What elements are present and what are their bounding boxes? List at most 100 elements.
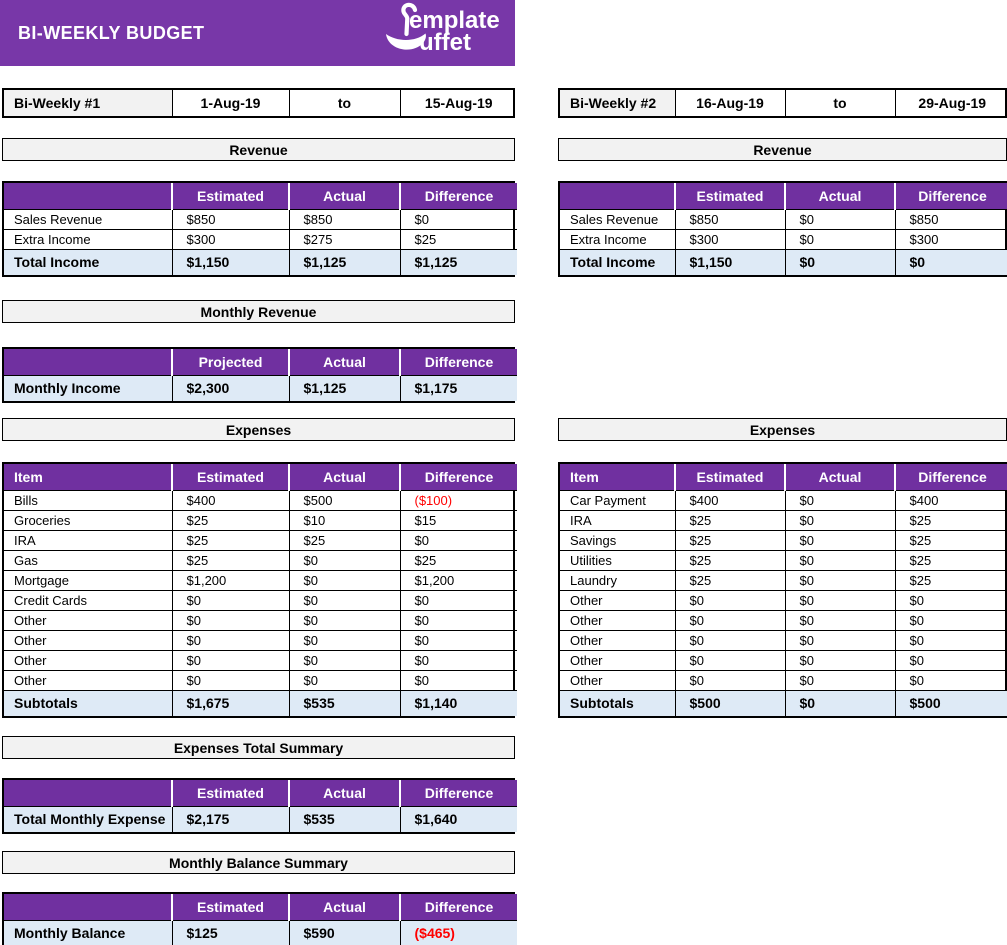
column-header[interactable]: Difference — [399, 183, 517, 209]
total-value-cell[interactable]: $1,150 — [674, 248, 785, 275]
value-cell[interactable]: $0 — [399, 629, 517, 650]
value-cell[interactable]: $0 — [894, 669, 1007, 690]
value-cell[interactable]: $0 — [784, 669, 895, 690]
column-header[interactable]: Item — [560, 464, 675, 490]
total-value-cell[interactable]: $500 — [674, 689, 785, 716]
row-label-cell[interactable]: Car Payment — [560, 489, 675, 510]
value-cell[interactable]: $850 — [894, 208, 1007, 229]
row-label-cell[interactable]: IRA — [560, 509, 675, 530]
value-cell[interactable]: $0 — [674, 609, 785, 630]
column-header[interactable]: Actual — [288, 780, 400, 806]
section-bar-expenses-1[interactable]: Expenses — [2, 418, 515, 441]
column-header[interactable]: Difference — [894, 464, 1007, 490]
row-label-cell[interactable]: Other — [4, 609, 172, 630]
value-cell[interactable]: $300 — [171, 228, 289, 249]
total-value-cell[interactable]: $2,175 — [171, 805, 289, 832]
value-cell[interactable]: $300 — [674, 228, 785, 249]
value-cell[interactable]: $25 — [894, 529, 1007, 550]
column-header[interactable] — [4, 894, 172, 920]
value-cell[interactable]: $0 — [288, 629, 400, 650]
section-bar-revenue-1[interactable]: Revenue — [2, 138, 515, 161]
total-value-cell[interactable]: $590 — [288, 919, 400, 945]
value-cell[interactable]: $1,200 — [171, 569, 289, 590]
value-cell[interactable]: $0 — [784, 569, 895, 590]
column-header[interactable]: Actual — [784, 464, 895, 490]
row-label-cell[interactable]: Other — [560, 649, 675, 670]
column-header[interactable]: Estimated — [171, 894, 289, 920]
total-value-cell[interactable]: $1,150 — [171, 248, 289, 275]
value-cell[interactable]: $300 — [894, 228, 1007, 249]
value-cell[interactable]: $1,200 — [399, 569, 517, 590]
value-cell[interactable]: $25 — [674, 529, 785, 550]
value-cell[interactable]: $25 — [674, 509, 785, 530]
total-value-cell[interactable]: $1,125 — [288, 374, 400, 401]
period-label-cell[interactable]: Bi-Weekly #1 — [4, 90, 172, 116]
value-cell[interactable]: $25 — [894, 569, 1007, 590]
total-value-cell[interactable]: $0 — [784, 248, 895, 275]
value-cell[interactable]: $850 — [288, 208, 400, 229]
total-value-cell[interactable]: $1,140 — [399, 689, 517, 716]
column-header[interactable]: Difference — [399, 349, 517, 375]
total-value-cell[interactable]: $2,300 — [171, 374, 289, 401]
value-cell[interactable]: $0 — [171, 589, 289, 610]
value-cell[interactable]: $10 — [288, 509, 400, 530]
value-cell[interactable]: $0 — [784, 589, 895, 610]
row-label-cell[interactable]: Gas — [4, 549, 172, 570]
value-cell[interactable]: $25 — [674, 549, 785, 570]
value-cell[interactable]: $0 — [399, 208, 517, 229]
row-label-cell[interactable]: Other — [560, 669, 675, 690]
value-cell[interactable]: $25 — [171, 529, 289, 550]
value-cell[interactable]: $0 — [784, 228, 895, 249]
row-label-cell[interactable]: Savings — [560, 529, 675, 550]
total-value-cell[interactable]: $500 — [894, 689, 1007, 716]
row-label-cell[interactable]: Other — [4, 649, 172, 670]
section-bar-monthly-balance-summary[interactable]: Monthly Balance Summary — [2, 851, 515, 874]
total-label-cell[interactable]: Monthly Balance — [4, 919, 172, 945]
total-value-cell[interactable]: $1,125 — [288, 248, 400, 275]
period-start-date-cell[interactable]: 1-Aug-19 — [171, 90, 289, 116]
value-cell[interactable]: $0 — [674, 589, 785, 610]
value-cell[interactable]: $0 — [288, 569, 400, 590]
value-cell[interactable]: $850 — [674, 208, 785, 229]
column-header[interactable]: Difference — [399, 464, 517, 490]
row-label-cell[interactable]: Other — [560, 629, 675, 650]
column-header[interactable] — [560, 183, 675, 209]
total-label-cell[interactable]: Total Income — [560, 248, 675, 275]
row-label-cell[interactable]: Other — [4, 669, 172, 690]
total-value-cell[interactable]: $0 — [784, 689, 895, 716]
value-cell[interactable]: $25 — [171, 509, 289, 530]
total-label-cell[interactable]: Total Income — [4, 248, 172, 275]
value-cell[interactable]: $0 — [894, 629, 1007, 650]
value-cell[interactable]: $25 — [171, 549, 289, 570]
value-cell[interactable]: $0 — [288, 669, 400, 690]
value-cell[interactable]: $25 — [399, 549, 517, 570]
total-value-cell[interactable]: $535 — [288, 805, 400, 832]
column-header[interactable]: Estimated — [171, 183, 289, 209]
column-header[interactable]: Projected — [171, 349, 289, 375]
value-cell[interactable]: $0 — [784, 549, 895, 570]
value-cell[interactable]: $0 — [288, 609, 400, 630]
value-cell[interactable]: $0 — [784, 489, 895, 510]
section-bar-expenses-total-summary[interactable]: Expenses Total Summary — [2, 736, 515, 759]
value-cell[interactable]: $25 — [399, 228, 517, 249]
value-cell[interactable]: $0 — [171, 649, 289, 670]
value-cell[interactable]: $0 — [288, 649, 400, 670]
value-cell[interactable]: $0 — [171, 609, 289, 630]
period-to-cell[interactable]: to — [288, 90, 400, 116]
value-cell[interactable]: $0 — [399, 529, 517, 550]
period-end-date-cell[interactable]: 15-Aug-19 — [399, 90, 517, 116]
total-label-cell[interactable]: Monthly Income — [4, 374, 172, 401]
row-label-cell[interactable]: Bills — [4, 489, 172, 510]
row-label-cell[interactable]: Other — [560, 609, 675, 630]
value-cell[interactable]: $0 — [784, 509, 895, 530]
total-value-cell[interactable]: $125 — [171, 919, 289, 945]
value-cell[interactable]: $0 — [894, 589, 1007, 610]
row-label-cell[interactable]: Mortgage — [4, 569, 172, 590]
value-cell[interactable]: $0 — [784, 529, 895, 550]
column-header[interactable]: Difference — [399, 894, 517, 920]
value-cell[interactable]: $0 — [399, 589, 517, 610]
value-cell[interactable]: $0 — [784, 649, 895, 670]
total-value-cell[interactable]: $1,125 — [399, 248, 517, 275]
total-label-cell[interactable]: Total Monthly Expense — [4, 805, 172, 832]
value-cell[interactable]: $25 — [894, 549, 1007, 570]
